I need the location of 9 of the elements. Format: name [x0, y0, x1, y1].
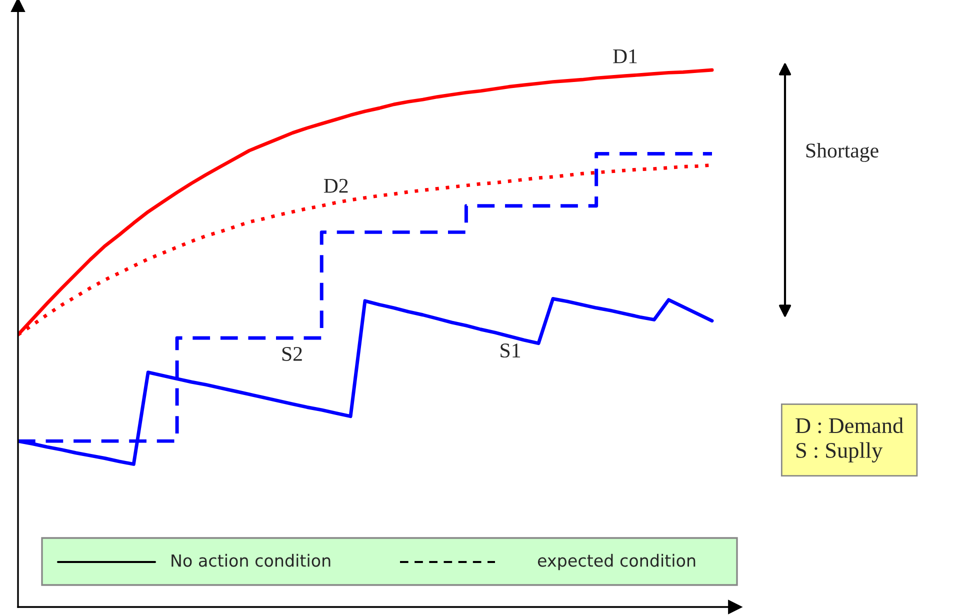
series-label: D2	[324, 178, 348, 193]
annotation: expected condition	[538, 554, 696, 570]
text: D : Demand	[796, 418, 904, 434]
series-label: S2	[282, 346, 302, 361]
text: S : Suplly	[796, 442, 883, 462]
annotation: No action condition	[172, 554, 330, 567]
text: Shortage	[806, 142, 878, 162]
series-label: S1	[500, 344, 520, 358]
series-label: D1	[613, 49, 637, 64]
